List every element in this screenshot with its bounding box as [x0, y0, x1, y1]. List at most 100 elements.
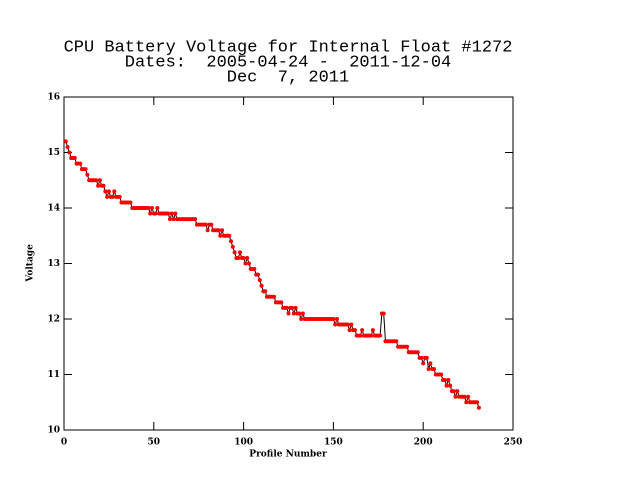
y-tick-label: 12: [47, 315, 60, 325]
data-point: [218, 233, 223, 238]
data-point: [369, 333, 374, 338]
data-point: [106, 189, 111, 194]
data-point: [238, 250, 243, 255]
data-point: [96, 183, 101, 188]
data-point: [229, 239, 234, 244]
data-point: [146, 206, 151, 210]
data-point: [279, 300, 284, 305]
data-point: [428, 361, 433, 366]
data-point: [349, 322, 354, 327]
data-point: [246, 261, 251, 266]
data-point: [232, 250, 237, 255]
data-point: [381, 311, 386, 316]
y-axis-label: Voltage: [26, 244, 36, 283]
data-point: [448, 383, 453, 388]
data-point: [358, 333, 363, 338]
data-point: [333, 322, 338, 327]
data-point: [297, 311, 302, 316]
data-point: [220, 228, 225, 233]
data-point: [293, 305, 298, 310]
data-point: [252, 267, 257, 272]
data-point: [257, 278, 262, 283]
data-point: [466, 394, 471, 399]
data-point: [476, 405, 481, 410]
data-point: [63, 139, 68, 144]
data-point: [378, 333, 383, 338]
data-point: [167, 217, 172, 222]
y-tick-label: 16: [47, 93, 60, 103]
x-tick-label: 50: [148, 438, 161, 448]
data-point: [347, 328, 352, 333]
data-point: [259, 283, 264, 288]
data-point: [65, 144, 70, 149]
data-point: [171, 217, 176, 222]
data-point: [209, 222, 214, 227]
data-point: [352, 328, 357, 333]
data-point: [419, 355, 424, 360]
data-point: [205, 228, 210, 233]
data-point: [286, 311, 291, 316]
data-point: [284, 305, 289, 310]
data-point: [112, 189, 117, 194]
data-point: [78, 161, 83, 166]
data-point: [334, 317, 339, 321]
data-point: [300, 311, 305, 316]
data-point: [148, 211, 153, 216]
data-point: [439, 372, 444, 377]
chart-subtitle: Dates: 2005-04-24 - 2011-12-04: [125, 53, 451, 72]
data-point: [101, 183, 106, 188]
data-point: [394, 339, 399, 344]
data-point: [230, 244, 235, 249]
data-point: [451, 389, 456, 394]
data-point: [453, 394, 458, 399]
data-point: [291, 311, 296, 316]
data-point: [263, 289, 268, 294]
data-point: [227, 233, 232, 238]
data-point: [444, 383, 449, 388]
data-point: [150, 206, 155, 210]
chart-title: CPU Battery Voltage for Internal Float #…: [64, 38, 513, 57]
data-point: [94, 178, 99, 183]
data-point: [255, 272, 260, 277]
data-point: [241, 255, 246, 260]
y-tick-label: 10: [47, 426, 60, 436]
data-point: [105, 194, 110, 199]
x-tick-label: 250: [504, 438, 523, 448]
x-axis-label: Profile Number: [249, 450, 327, 460]
data-point: [360, 328, 365, 333]
data-point: [455, 389, 460, 394]
data-point: [462, 394, 467, 399]
y-tick-label: 11: [47, 370, 60, 380]
data-point: [193, 217, 198, 222]
data-point: [173, 211, 178, 216]
data-point: [85, 172, 90, 177]
data-point: [128, 200, 133, 205]
data-point: [72, 156, 77, 161]
data-point: [117, 194, 122, 199]
data-point: [166, 211, 171, 216]
data-point: [83, 167, 88, 172]
x-tick-label: 100: [234, 438, 253, 448]
data-point: [67, 150, 72, 155]
data-point: [97, 178, 102, 183]
data-point: [155, 206, 160, 210]
data-point: [272, 294, 277, 299]
data-point: [431, 366, 436, 371]
data-point: [290, 305, 295, 310]
data-point: [464, 400, 469, 405]
y-tick-label: 13: [47, 259, 60, 269]
data-point: [245, 255, 250, 260]
data-point: [216, 228, 221, 233]
data-point: [203, 222, 208, 227]
data-point: [370, 328, 375, 333]
data-point: [103, 189, 108, 194]
data-point: [236, 255, 241, 260]
data-point: [446, 378, 451, 383]
data-point: [426, 366, 431, 371]
data-line: [65, 141, 480, 408]
data-point: [421, 361, 426, 366]
y-tick-label: 14: [47, 204, 60, 214]
data-point: [475, 400, 480, 405]
data-point: [153, 211, 158, 216]
